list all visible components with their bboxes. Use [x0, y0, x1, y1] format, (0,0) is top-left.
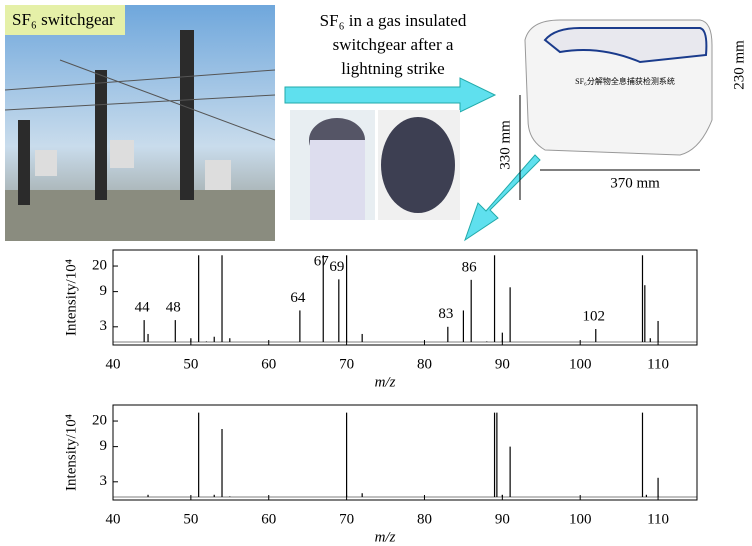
- x-tick-label: 70: [339, 511, 354, 527]
- caption-line: lightning strike: [341, 59, 444, 78]
- device-depth: 330 mm: [497, 120, 513, 170]
- x-tick-label: 110: [647, 511, 669, 527]
- x-tick-label: 70: [339, 356, 354, 372]
- device-height: 230 mm: [731, 40, 747, 90]
- x-tick-label: 110: [647, 356, 669, 372]
- peak-label: 44: [135, 300, 151, 316]
- x-tick-label: 90: [495, 511, 510, 527]
- y-tick-label: 3: [100, 473, 108, 489]
- x-tick-label: 50: [183, 356, 198, 372]
- y-tick-label: 3: [100, 318, 108, 334]
- peak-label: 67: [314, 253, 330, 269]
- x-tick-label: 80: [417, 356, 432, 372]
- x-axis-label: m/z: [375, 374, 396, 390]
- x-tick-label: 40: [106, 511, 121, 527]
- y-tick-label: 9: [100, 438, 108, 454]
- caption-line: switchgear after a: [333, 35, 454, 54]
- x-tick-label: 100: [569, 356, 592, 372]
- peak-label: 86: [462, 259, 478, 275]
- x-tick-label: 90: [495, 356, 510, 372]
- peak-label: 48: [166, 300, 181, 316]
- peak-label: 69: [329, 259, 344, 275]
- device: SF₆分解物全息捕获检测系统 230 mm 330 mm 370 mm: [497, 19, 747, 200]
- x-axis-label: m/z: [375, 529, 396, 545]
- spectra: 40 50 60 70 80 90 100 110 3 9 20 m/z Intensity/10⁴ 44…: [63, 249, 698, 545]
- y-axis-label: Intensity/10⁴: [63, 259, 79, 336]
- device-width: 370 mm: [610, 175, 660, 191]
- peak-label: 64: [290, 290, 306, 306]
- peak-label: 83: [438, 306, 453, 322]
- x-tick-label: 40: [106, 356, 121, 372]
- switchgear-photo: SF₆ switchgear: [4, 5, 276, 241]
- x-tick-label: 60: [261, 511, 276, 527]
- y-tick-label: 20: [92, 412, 107, 428]
- caption-line: SF₆ in a gas insulated: [320, 11, 467, 30]
- x-tick-label: 50: [183, 511, 198, 527]
- plot-frame: [112, 404, 698, 501]
- device-name: SF₆分解物全息捕获检测系统: [575, 76, 675, 86]
- y-tick-label: 20: [92, 257, 107, 273]
- caption: SF₆ in a gas insulated switchgear after …: [320, 11, 467, 78]
- x-tick-label: 100: [569, 511, 592, 527]
- arrow: [284, 77, 497, 113]
- x-tick-label: 60: [261, 356, 276, 372]
- y-axis-label: Intensity/10⁴: [63, 414, 79, 491]
- y-tick-label: 9: [100, 283, 108, 299]
- arrow: [464, 154, 541, 242]
- x-tick-label: 80: [417, 511, 432, 527]
- plot-frame: [112, 249, 698, 346]
- photo-label: SF₆ switchgear: [12, 10, 115, 29]
- sample-photos: [290, 110, 460, 220]
- peak-label: 102: [583, 308, 606, 324]
